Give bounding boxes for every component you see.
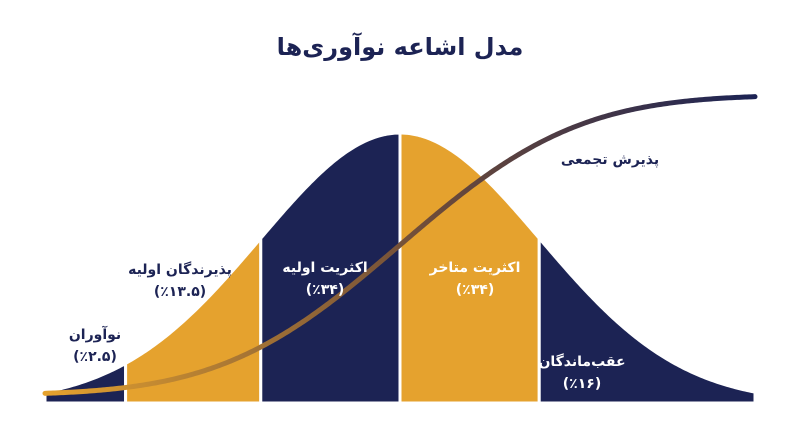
value-label: (٪۲.۵) [73, 349, 117, 365]
segment-label: پذیرندگان اولیه [128, 261, 232, 278]
segment [259, 131, 402, 405]
value-label: (٪۱۳.۵) [154, 284, 206, 300]
segment [398, 131, 541, 405]
cumulative-curve [42, 94, 758, 396]
segment-label: اکثریت اولیه [282, 260, 367, 276]
segment-label: اکثریت متاخر [429, 260, 521, 276]
segment-label: نوآوران [69, 325, 121, 343]
value-label: (٪۳۴) [456, 282, 494, 298]
value-label: (٪۳۴) [306, 282, 344, 298]
segment [43, 360, 128, 405]
value-label: (٪۱۶) [563, 376, 601, 392]
chart-title: مدل اشاعه نوآوری‌ها [277, 32, 524, 61]
segment [537, 234, 757, 405]
cumulative-label: پذیرش تجمعی [561, 152, 659, 168]
segment-label: عقب‌ماندگان [538, 353, 625, 370]
